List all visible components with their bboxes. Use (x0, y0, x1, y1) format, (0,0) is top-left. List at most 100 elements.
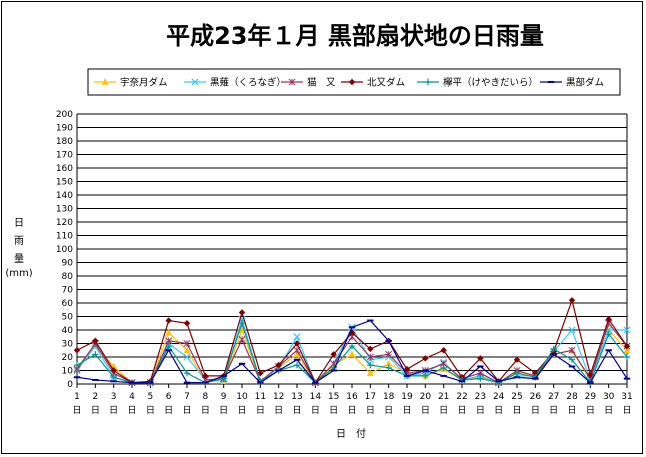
x-tick-suffix: 日 (421, 405, 430, 416)
y-tick-label: 80 (62, 272, 74, 282)
y-tick-label: 130 (56, 205, 73, 215)
x-axis-label: 日 付 (336, 427, 366, 440)
y-axis-label: 日雨量 (mm) (5, 218, 32, 279)
data-point (422, 355, 429, 362)
x-tick-suffix: 日 (567, 405, 576, 416)
legend-label: 宇奈月ダム (120, 77, 168, 89)
data-point (183, 339, 191, 348)
x-tick-suffix: 日 (512, 405, 521, 416)
data-point (238, 320, 246, 327)
x-tick-suffix: 日 (292, 405, 301, 416)
y-tick-label: 30 (62, 340, 74, 350)
x-tick-label: 16 (346, 392, 358, 402)
y-tick-label: 150 (56, 178, 73, 188)
x-tick-suffix: 日 (366, 405, 375, 416)
x-tick-label: 25 (511, 392, 522, 402)
legend-marker (288, 78, 296, 86)
legend-label: 黒薙（くろなぎ） (210, 77, 286, 89)
legend-marker (191, 78, 199, 86)
x-tick-suffix: 日 (91, 405, 100, 416)
data-point (183, 320, 191, 327)
x-tick-label: 19 (401, 392, 413, 402)
data-point (165, 343, 172, 350)
y-axis-label-char: 日 (14, 218, 24, 229)
x-tick-label: 24 (493, 392, 505, 402)
y-axis-label-char: 量 (14, 253, 24, 265)
data-point (623, 343, 631, 350)
x-tick-suffix: 日 (494, 405, 503, 416)
data-point (403, 365, 411, 373)
data-point (385, 350, 393, 358)
x-tick-label: 11 (255, 392, 266, 402)
legend-marker (101, 78, 109, 85)
data-point (330, 351, 337, 358)
legend-label: 北又ダム (367, 77, 405, 89)
legend-item: 欅平（けやきだいら） (417, 77, 538, 89)
x-tick-label: 17 (365, 392, 376, 402)
x-tick-suffix: 日 (274, 405, 283, 416)
data-point (367, 345, 374, 353)
data-point (366, 353, 374, 361)
x-tick-suffix: 日 (219, 405, 228, 416)
x-tick-label: 10 (236, 392, 248, 402)
data-point (568, 297, 576, 304)
x-tick-suffix: 日 (146, 405, 155, 416)
data-point (568, 326, 576, 334)
x-tick-label: 27 (548, 392, 559, 402)
x-tick-suffix: 日 (182, 405, 191, 416)
y-tick-label: 140 (56, 191, 73, 201)
data-point (73, 361, 81, 369)
data-point (183, 353, 191, 361)
data-point (238, 326, 246, 333)
data-point (348, 343, 356, 350)
data-point (440, 347, 447, 354)
x-tick-label: 14 (310, 392, 322, 402)
data-point (623, 353, 631, 361)
data-point (605, 330, 612, 338)
y-tick-label: 70 (62, 286, 74, 296)
y-tick-label: 120 (56, 218, 73, 228)
x-tick-label: 4 (129, 392, 135, 402)
x-tick-suffix: 日 (201, 405, 210, 416)
series-4 (73, 297, 631, 386)
data-point (568, 346, 576, 354)
y-tick-label: 170 (56, 151, 73, 161)
x-tick-suffix: 日 (311, 405, 320, 416)
legend-label: 黒部ダム (566, 77, 604, 89)
x-tick-label: 29 (585, 392, 597, 402)
data-point (92, 351, 99, 358)
y-tick-label: 20 (62, 353, 74, 363)
data-point (587, 371, 594, 378)
x-tick-suffix: 日 (329, 405, 338, 416)
y-tick-label: 110 (56, 232, 73, 242)
data-point (165, 317, 172, 324)
data-point (440, 364, 447, 371)
data-point (238, 309, 246, 316)
data-point (623, 326, 631, 334)
x-tick-label: 18 (383, 392, 395, 402)
data-point (183, 370, 191, 377)
y-tick-label: 90 (62, 259, 74, 269)
y-tick-label: 190 (56, 124, 73, 134)
data-point (513, 370, 521, 377)
y-tick-label: 50 (62, 313, 74, 323)
x-tick-label: 30 (603, 392, 615, 402)
y-tick-label: 0 (67, 380, 73, 390)
y-tick-label: 100 (56, 245, 73, 255)
data-point (110, 367, 117, 374)
x-tick-label: 9 (221, 392, 227, 402)
x-tick-label: 5 (147, 392, 153, 402)
x-tick-suffix: 日 (586, 405, 595, 416)
x-tick-suffix: 日 (604, 405, 613, 416)
y-tick-label: 180 (56, 137, 73, 147)
data-point (550, 345, 557, 353)
x-tick-suffix: 日 (384, 405, 393, 416)
chart-title: 平成23年１月 黒部扇状地の日雨量 (166, 22, 544, 50)
data-point (293, 350, 301, 357)
x-tick-suffix: 日 (476, 405, 485, 416)
x-tick-label: 6 (166, 392, 172, 402)
x-tick-label: 21 (438, 392, 449, 402)
x-tick-suffix: 日 (237, 405, 246, 416)
x-tick-label: 15 (328, 392, 339, 402)
